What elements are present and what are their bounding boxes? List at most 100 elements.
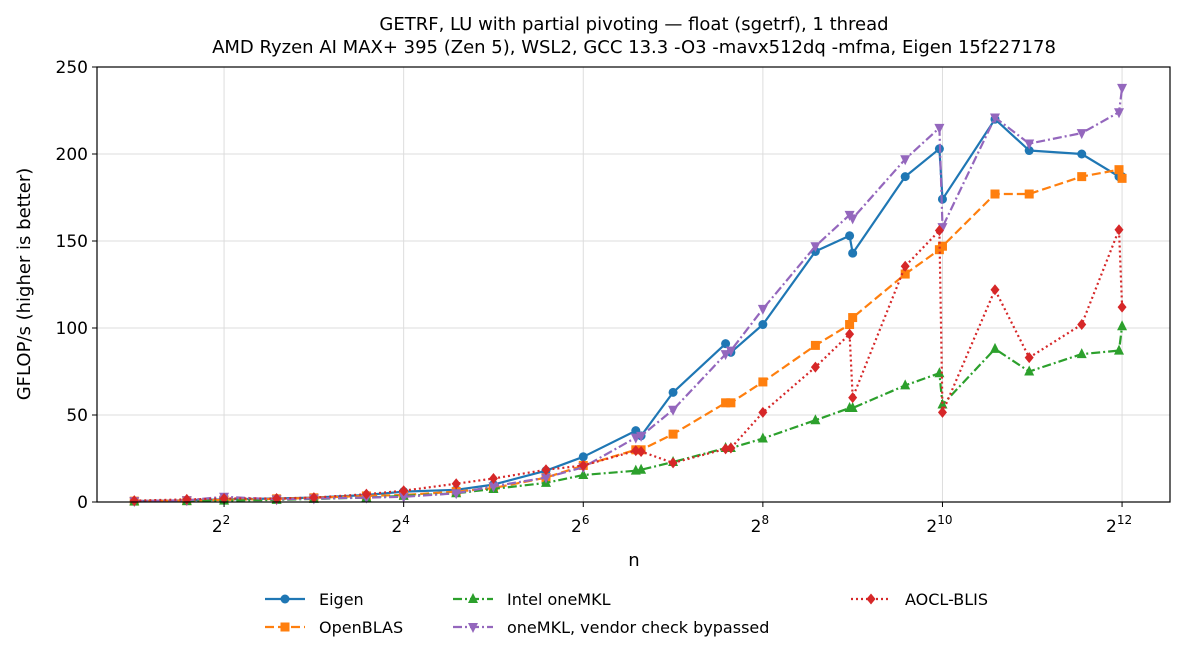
y-tick-label: 200: [56, 145, 88, 165]
data-point: [361, 488, 371, 500]
data-point: [757, 432, 768, 443]
data-point: [451, 478, 461, 490]
legend-marker: [866, 593, 876, 605]
data-point: [937, 223, 948, 234]
series-line: [134, 168, 1124, 503]
data-point: [848, 313, 858, 323]
data-point: [1024, 352, 1034, 364]
data-point: [810, 361, 820, 373]
data-point: [488, 482, 499, 493]
x-axis: 22 24 26 28 210 212: [212, 502, 1132, 537]
data-point: [900, 155, 911, 166]
series-line: [134, 87, 1124, 503]
data-point: [668, 429, 678, 439]
data-point: [720, 350, 731, 361]
legend-entry: AOCL-BLIS: [851, 590, 988, 609]
series-line: [134, 118, 1123, 503]
data-point: [847, 402, 858, 413]
x-tick-label: 22: [212, 513, 230, 537]
plot-frame: [96, 66, 1171, 503]
data-point: [725, 346, 736, 357]
data-point: [1117, 173, 1127, 183]
y-tick-label: 100: [56, 319, 88, 339]
data-point: [309, 492, 319, 504]
y-tick-label: 0: [77, 493, 88, 513]
data-point: [845, 320, 855, 330]
data-point: [272, 493, 282, 505]
data-point: [937, 241, 947, 251]
legend-marker: [280, 622, 290, 632]
legend-entry: oneMKL, vendor check bypassed: [453, 618, 769, 637]
data-point: [989, 113, 1000, 124]
data-point: [1077, 149, 1087, 159]
data-point: [636, 431, 647, 442]
data-point: [540, 473, 551, 484]
data-point: [848, 392, 858, 404]
legend-label: Eigen: [319, 590, 364, 609]
data-point: [668, 405, 679, 416]
legend-entry: OpenBLAS: [265, 618, 403, 637]
data-point: [758, 320, 768, 330]
series-intel-onemkl: [129, 320, 1128, 506]
series-line: [134, 326, 1124, 503]
data-point: [1024, 139, 1035, 150]
data-point: [900, 260, 910, 272]
data-point: [1117, 320, 1128, 331]
data-point: [1117, 83, 1128, 94]
legend-label: Intel oneMKL: [507, 590, 611, 609]
x-tick-label: 24: [391, 513, 409, 537]
data-point: [845, 231, 855, 241]
data-point: [810, 340, 820, 350]
data-point: [1024, 365, 1035, 376]
data-point: [726, 398, 736, 408]
data-point: [721, 398, 731, 408]
data-point: [488, 473, 498, 485]
data-point: [1117, 301, 1127, 313]
data-point: [726, 442, 736, 454]
data-point: [578, 459, 588, 471]
data-point: [847, 214, 858, 225]
x-tick-label: 210: [926, 513, 952, 537]
data-point: [934, 367, 945, 378]
data-point: [1113, 344, 1124, 355]
data-point: [636, 446, 646, 458]
data-point: [668, 457, 678, 469]
y-tick-label: 150: [56, 232, 88, 252]
legend-entry: Eigen: [265, 590, 364, 609]
data-point: [989, 342, 1000, 353]
data-point: [1114, 165, 1124, 175]
data-point: [937, 406, 947, 418]
y-tick-label: 250: [56, 58, 88, 78]
data-point: [578, 469, 589, 480]
data-point: [810, 414, 821, 425]
data-point: [1114, 224, 1124, 236]
data-point: [1076, 348, 1087, 359]
data-point: [900, 172, 910, 182]
x-tick-label: 26: [571, 513, 589, 537]
data-point: [900, 269, 910, 279]
data-point: [721, 339, 731, 349]
data-point: [810, 242, 821, 253]
data-point: [900, 379, 911, 390]
chart-subtitle: AMD Ryzen AI MAX+ 395 (Zen 5), WSL2, GCC…: [212, 37, 1056, 58]
data-point: [219, 493, 229, 505]
data-point: [631, 445, 641, 457]
data-point: [1077, 319, 1087, 331]
data-point: [1113, 108, 1124, 119]
data-point: [578, 452, 588, 462]
data-point: [757, 304, 768, 315]
x-tick-label: 28: [751, 513, 769, 537]
legend-entry: Intel oneMKL: [453, 590, 611, 609]
data-point: [934, 123, 945, 134]
data-point: [398, 492, 409, 503]
data-point: [990, 284, 1000, 296]
chart-title: GETRF, LU with partial pivoting — float …: [379, 14, 888, 35]
data-point: [668, 387, 678, 397]
data-point: [1024, 189, 1034, 199]
x-axis-label: n: [628, 550, 639, 571]
data-point: [1077, 172, 1087, 182]
data-point: [451, 489, 462, 500]
data-point: [845, 328, 855, 340]
series-aocl-blis: [129, 224, 1127, 507]
